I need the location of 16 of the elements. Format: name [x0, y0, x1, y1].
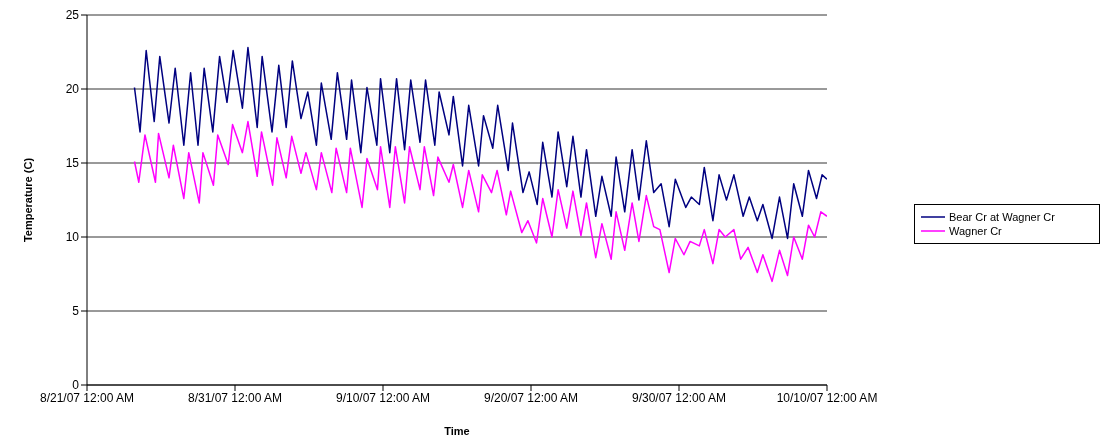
x-axis-title: Time — [444, 425, 470, 437]
x-tick-label: 9/20/07 12:00 AM — [483, 390, 579, 405]
y-tick-label: 20 — [65, 82, 80, 97]
x-tick-label: 8/31/07 12:00 AM — [187, 390, 283, 405]
y-tick-label: 25 — [65, 8, 80, 23]
x-tick-label: 8/21/07 12:00 AM — [39, 390, 135, 405]
y-tick-label: 15 — [65, 156, 80, 171]
y-tick-label: 0 — [72, 378, 80, 393]
x-tick-label: 9/10/07 12:00 AM — [335, 390, 431, 405]
x-tick-label: 9/30/07 12:00 AM — [631, 390, 727, 405]
y-axis-title: Temperature (C) — [21, 157, 34, 243]
y-tick-label: 10 — [65, 230, 80, 245]
y-tick-label: 5 — [72, 304, 80, 319]
x-tick-label: 10/10/07 12:00 AM — [776, 390, 878, 405]
legend-label: Bear Cr at Wagner Cr — [949, 211, 1055, 223]
legend-label: Wagner Cr — [949, 225, 1002, 237]
